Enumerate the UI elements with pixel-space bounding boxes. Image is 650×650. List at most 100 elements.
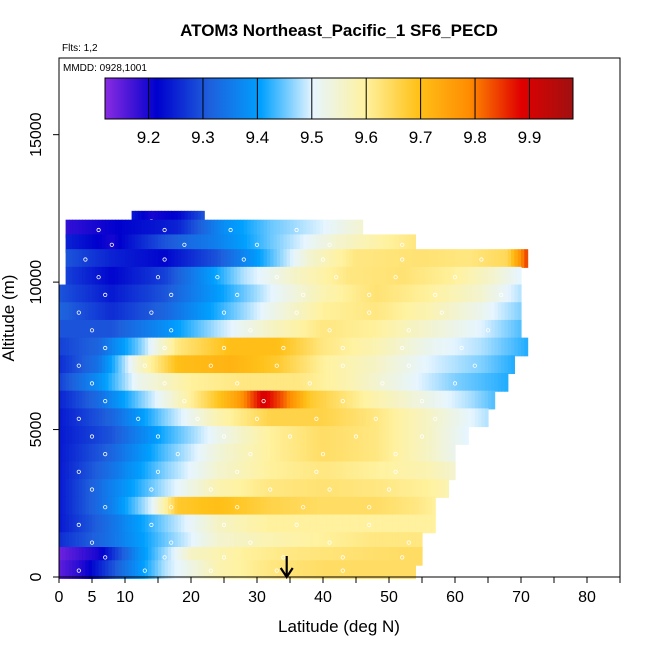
heatmap-cell xyxy=(240,373,245,392)
x-tick-label: 30 xyxy=(248,589,266,606)
sample-point xyxy=(169,328,174,333)
heatmap-cell xyxy=(154,355,159,375)
heatmap-cell xyxy=(455,249,459,268)
heatmap-cell xyxy=(158,219,162,239)
heatmap-cell xyxy=(148,284,152,304)
heatmap-cell xyxy=(438,443,443,463)
heatmap-cell xyxy=(428,337,433,357)
heatmap-cell xyxy=(372,514,377,534)
heatmap-cell xyxy=(336,219,341,239)
heatmap-cell xyxy=(266,547,271,566)
heatmap-cell xyxy=(332,355,337,375)
heatmap-cell xyxy=(303,234,308,254)
sample-point xyxy=(103,345,108,351)
heatmap-cell xyxy=(85,319,90,339)
heatmap-cell xyxy=(151,266,156,286)
heatmap-cell xyxy=(78,373,83,392)
heatmap-cell xyxy=(379,284,383,304)
heatmap-cell xyxy=(111,408,116,428)
heatmap-cell xyxy=(435,337,440,357)
heatmap-cell xyxy=(356,390,360,410)
heatmap-cell xyxy=(257,514,261,534)
heatmap-cell xyxy=(270,302,275,321)
heatmap-cell xyxy=(412,461,416,481)
heatmap-cell xyxy=(88,408,93,428)
heatmap-cell xyxy=(356,234,360,254)
heatmap-cell xyxy=(342,319,347,339)
sample-point xyxy=(76,568,81,573)
heatmap-cell xyxy=(197,408,202,428)
heatmap-cell xyxy=(408,319,413,339)
heatmap-cell xyxy=(431,443,436,463)
heatmap-cell xyxy=(197,461,202,481)
heatmap-cell xyxy=(375,266,380,286)
heatmap-cell xyxy=(329,461,334,481)
heatmap-cell xyxy=(431,302,436,321)
heatmap-cell xyxy=(207,514,212,534)
heatmap-cell xyxy=(118,496,123,516)
heatmap-cell xyxy=(299,479,304,498)
heatmap-cell xyxy=(408,461,413,481)
colorbar-tick-label: 9.3 xyxy=(191,128,215,147)
heatmap-cell xyxy=(191,443,195,463)
heatmap-cell xyxy=(448,337,453,357)
heatmap-cell xyxy=(405,302,410,321)
heatmap-cell xyxy=(214,234,218,254)
heatmap-cell xyxy=(101,426,106,445)
heatmap-cell xyxy=(339,302,344,321)
heatmap-cell xyxy=(260,373,265,392)
heatmap-cell xyxy=(111,266,116,286)
heatmap-cell xyxy=(224,249,228,268)
heatmap-cell xyxy=(233,302,238,321)
heatmap-cell xyxy=(220,390,225,410)
heatmap-cell xyxy=(431,461,436,481)
heatmap-row xyxy=(59,302,522,321)
heatmap-cell xyxy=(352,496,357,516)
heatmap-cell xyxy=(461,284,466,304)
heatmap-cell xyxy=(455,284,459,304)
heatmap-cell xyxy=(125,390,129,410)
heatmap-cell xyxy=(471,373,476,392)
heatmap-cell xyxy=(286,390,291,410)
heatmap-cell xyxy=(303,390,308,410)
heatmap-cell xyxy=(303,408,308,428)
heatmap-cell xyxy=(418,302,423,321)
heatmap-cell xyxy=(481,319,486,339)
heatmap-cell xyxy=(504,249,509,268)
y-axis-label: Altitude (m) xyxy=(0,275,18,362)
heatmap-cell xyxy=(65,219,70,239)
heatmap-cell xyxy=(276,426,281,445)
heatmap-cell xyxy=(276,284,281,304)
heatmap-cell xyxy=(276,408,281,428)
heatmap-cell xyxy=(392,355,397,375)
heatmap-row xyxy=(65,219,364,239)
heatmap-cell xyxy=(204,514,209,534)
heatmap-cell xyxy=(451,390,456,410)
heatmap-cell xyxy=(78,337,83,357)
heatmap-cell xyxy=(247,479,251,498)
heatmap-cell xyxy=(68,426,73,445)
heatmap-cell xyxy=(438,461,443,481)
heatmap-cell xyxy=(148,337,152,357)
sample-point xyxy=(182,398,187,404)
heatmap-cell xyxy=(131,234,136,254)
heatmap-cell xyxy=(200,284,205,304)
heatmap-cell xyxy=(309,284,314,304)
heatmap-cell xyxy=(415,319,420,339)
heatmap-cell xyxy=(359,234,364,254)
heatmap-cell xyxy=(207,284,212,304)
heatmap-cell xyxy=(171,266,176,286)
x-tick-label: 40 xyxy=(314,589,332,606)
heatmap-cell xyxy=(230,443,235,463)
heatmap-cell xyxy=(293,390,298,410)
heatmap-cell xyxy=(290,266,294,286)
heatmap-cell xyxy=(392,514,397,534)
heatmap-cell xyxy=(412,479,416,498)
heatmap-cell xyxy=(266,284,271,304)
heatmap-cell xyxy=(164,479,169,498)
heatmap-cell xyxy=(177,302,182,321)
heatmap-cell xyxy=(59,443,63,463)
heatmap-cell xyxy=(323,426,327,445)
heatmap-cell xyxy=(280,390,284,410)
heatmap-cell xyxy=(303,560,308,579)
